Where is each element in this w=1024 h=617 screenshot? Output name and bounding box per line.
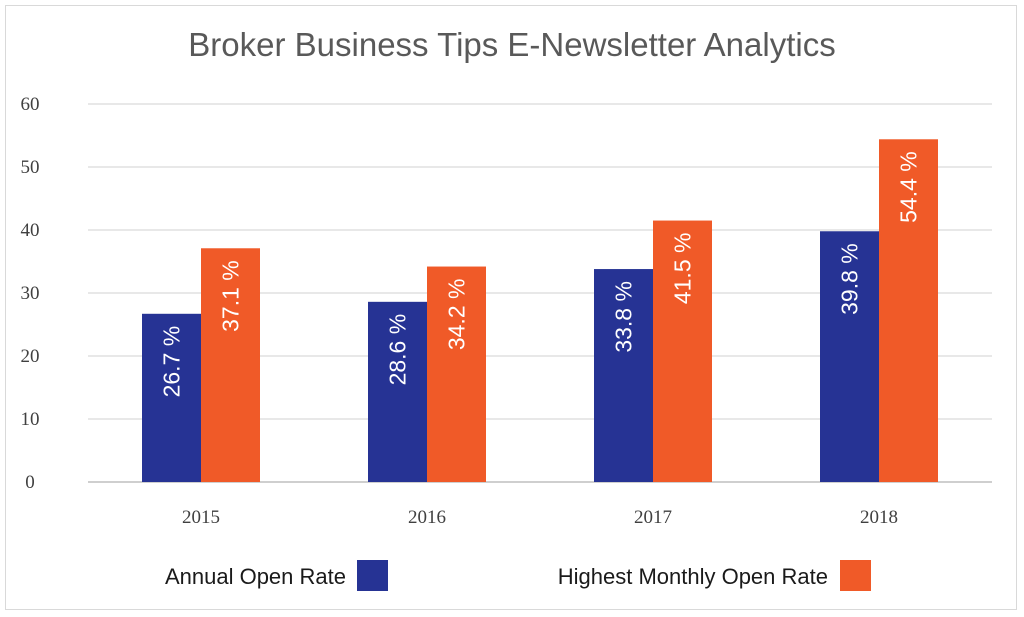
bar-annual-2018 [820, 231, 879, 482]
bar-annual-2015 [142, 313, 201, 482]
data-label: 37.1 % [218, 260, 244, 332]
data-label: 26.7 % [159, 326, 185, 398]
bar-highest-monthly-2015 [201, 248, 260, 482]
legend: Annual Open Rate Highest Monthly Open Rat… [165, 560, 871, 591]
y-tick-label: 10 [21, 409, 40, 430]
bar-highest-monthly-2016 [427, 266, 486, 482]
data-label: 39.8 % [837, 243, 863, 315]
y-tick-label: 0 [25, 472, 35, 493]
data-label: 33.8 % [611, 281, 637, 353]
data-label: 54.4 % [896, 151, 922, 223]
legend-label: Highest Monthly Open Rate [558, 564, 828, 589]
bar-annual-2017 [594, 269, 653, 482]
y-tick-label: 50 [21, 157, 40, 178]
chart-title: Broker Business Tips E-Newsletter Analyt… [188, 26, 835, 63]
bar-highest-monthly-2017 [653, 220, 712, 483]
bars: 26.7 % 37.1 % 28.6 % 34.2 % 33.8 % 41.5 % 39.8… [142, 139, 938, 483]
y-tick-label: 60 [21, 94, 40, 115]
y-tick-label: 40 [21, 220, 40, 241]
y-tick-label: 20 [21, 346, 40, 367]
x-tick-label: 2015 [182, 507, 220, 528]
x-tick-label: 2016 [408, 507, 446, 528]
data-label: 41.5 % [670, 233, 696, 305]
bar-highest-monthly-2018 [879, 139, 938, 482]
legend-swatch [357, 560, 388, 591]
bar-annual-2016 [368, 301, 427, 482]
x-tick-label: 2017 [634, 507, 672, 528]
y-tick-label: 30 [21, 283, 40, 304]
x-tick-label: 2018 [860, 507, 898, 528]
legend-swatch [840, 560, 871, 591]
data-label: 34.2 % [444, 279, 470, 351]
x-axis-ticks: 2015 2016 2017 2018 [182, 507, 898, 528]
legend-label: Annual Open Rate [165, 564, 346, 589]
y-axis-ticks: 0 10 20 30 40 50 60 [21, 94, 40, 493]
data-label: 28.6 % [385, 314, 411, 386]
